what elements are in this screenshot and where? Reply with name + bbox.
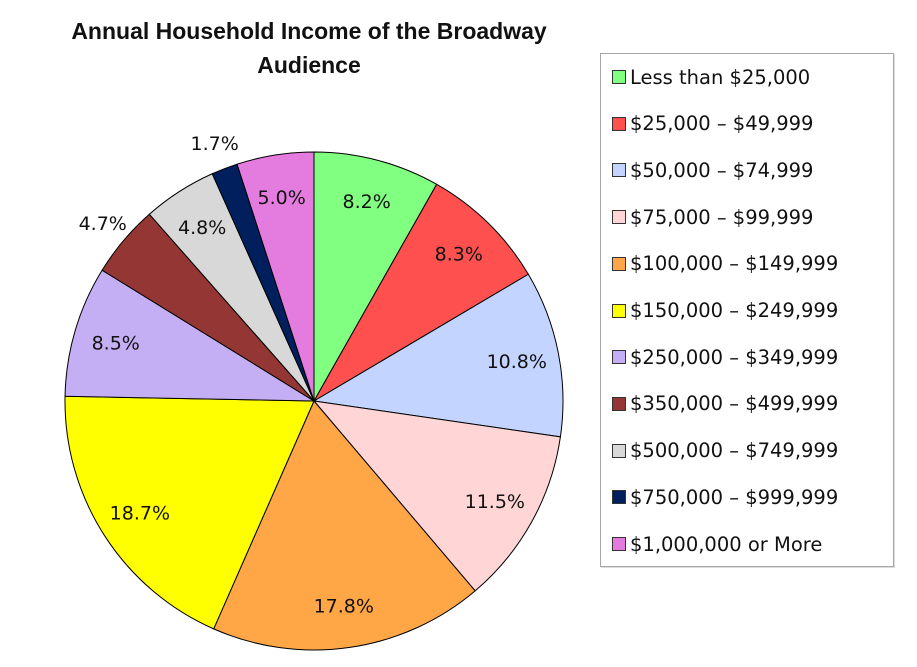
legend-swatch [612, 256, 626, 271]
legend-swatch [612, 163, 626, 178]
pie-slice [213, 400, 476, 651]
data-label: 8.2% [343, 191, 391, 213]
legend-swatch [612, 210, 626, 225]
legend-item: $25,000 – $49,999 [612, 111, 813, 137]
legend-swatch [612, 443, 626, 458]
legend-swatch [612, 303, 626, 318]
legend-label: $150,000 – $249,999 [630, 299, 839, 322]
legend-label: $750,000 – $999,999 [630, 485, 839, 509]
legend-swatch [612, 70, 626, 84]
pie-slice [312, 183, 530, 403]
legend-label: $1,000,000 or More [630, 532, 823, 556]
pie-slice [236, 151, 315, 402]
legend: Less than $25,000 $25,000 – $49,999 $50,00… [600, 53, 894, 567]
pie-slice [64, 269, 316, 402]
pie-slice [312, 400, 561, 592]
data-label: 10.8% [487, 351, 547, 373]
data-label: 4.7% [79, 213, 127, 235]
data-label: 5.0% [258, 187, 306, 209]
data-label: 1.7% [191, 133, 239, 155]
legend-swatch [612, 350, 626, 365]
pie-slice [313, 151, 438, 403]
legend-label: $250,000 – $349,999 [630, 345, 839, 369]
legend-item: $150,000 – $249,999 [612, 298, 838, 324]
legend-item: $100,000 – $149,999 [612, 251, 838, 277]
legend-label: $100,000 – $149,999 [630, 252, 839, 276]
legend-item: $350,000 – $499,999 [612, 391, 838, 417]
data-label: 8.5% [92, 333, 140, 355]
legend-item: $75,000 – $99,999 [612, 204, 813, 230]
data-label: 11.5% [465, 491, 525, 513]
legend-item: $50,000 – $74,999 [612, 157, 813, 183]
legend-label: $500,000 – $749,999 [630, 439, 839, 463]
legend-label: $50,000 – $74,999 [630, 158, 814, 182]
legend-swatch [612, 116, 626, 131]
data-label: 17.8% [314, 596, 374, 618]
legend-swatch [612, 396, 626, 411]
pie-slice [312, 273, 564, 438]
legend-label: $75,000 – $99,999 [630, 205, 814, 229]
data-label: 18.7% [110, 502, 170, 524]
data-label: 8.3% [435, 243, 483, 265]
legend-label: $25,000 – $49,999 [630, 112, 814, 136]
chart-title: Annual Household Income of the Broadway … [71, 18, 547, 78]
legend-label: Less than $25,000 [630, 65, 811, 89]
legend-item: $500,000 – $749,999 [612, 438, 838, 464]
legend-swatch [612, 537, 626, 551]
legend-item: $750,000 – $999,999 [612, 484, 838, 510]
pie-slice [64, 395, 315, 630]
legend-item: Less than $25,000 [612, 64, 810, 90]
legend-item: $1,000,000 or More [612, 531, 822, 557]
legend-swatch [612, 490, 626, 505]
legend-label: $350,000 – $499,999 [630, 392, 839, 416]
legend-item: $250,000 – $349,999 [612, 344, 838, 370]
data-label: 4.8% [178, 217, 226, 239]
